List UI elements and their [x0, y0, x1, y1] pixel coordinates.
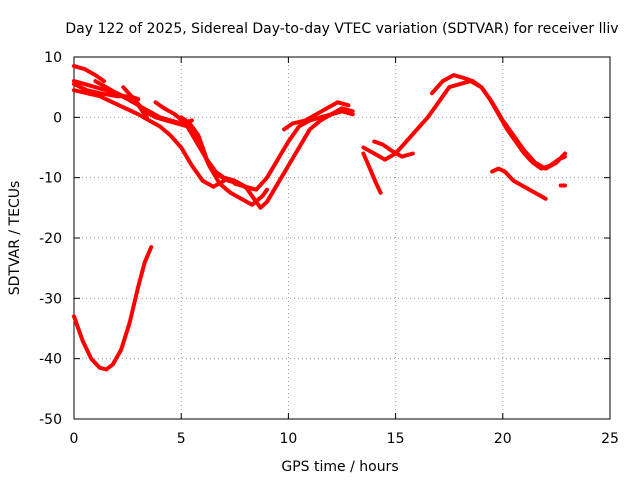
series-line-track-o — [430, 73, 567, 171]
series-line-track-a — [72, 245, 154, 372]
y-tick-label: 10 — [44, 50, 62, 66]
series-line-track-i — [179, 109, 355, 210]
x-tick-label: 25 — [601, 431, 619, 447]
data-series — [72, 64, 567, 372]
y-tick-label: -40 — [39, 352, 62, 368]
series-line-track-b — [72, 64, 106, 84]
axis-ticks: 0 5 10 15 20 25 -50 -40 -30 -20 -10 0 10 — [39, 50, 619, 447]
x-axis-label: GPS time / hours — [281, 459, 398, 475]
y-tick-label: 0 — [53, 110, 62, 126]
series-line-track-l — [361, 151, 383, 195]
x-tick-label: 10 — [279, 431, 297, 447]
x-tick-label: 15 — [387, 431, 405, 447]
chart-title: Day 122 of 2025, Sidereal Day-to-day VTE… — [65, 21, 618, 37]
y-tick-label: -30 — [39, 291, 62, 307]
x-tick-label: 5 — [177, 431, 186, 447]
y-axis-label: SDTVAR / TECUs — [7, 181, 23, 296]
y-tick-label: -50 — [39, 412, 62, 428]
x-tick-label: 0 — [70, 431, 79, 447]
series-line-track-m — [361, 79, 567, 171]
series-line-track-n — [372, 139, 415, 159]
y-tick-label: -10 — [39, 171, 62, 187]
series-line-track-k — [282, 100, 351, 132]
x-tick-label: 20 — [494, 431, 512, 447]
series-line-track-j — [232, 106, 355, 192]
y-tick-label: -20 — [39, 231, 62, 247]
series-line-track-p — [490, 166, 548, 201]
series-line-track-e — [72, 88, 227, 189]
